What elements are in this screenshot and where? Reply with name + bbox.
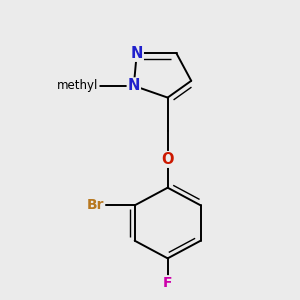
Text: N: N (130, 46, 143, 61)
Text: F: F (163, 276, 172, 290)
Text: methyl: methyl (57, 79, 98, 92)
Text: N: N (128, 78, 140, 93)
Text: O: O (161, 152, 174, 167)
Text: Br: Br (87, 198, 104, 212)
